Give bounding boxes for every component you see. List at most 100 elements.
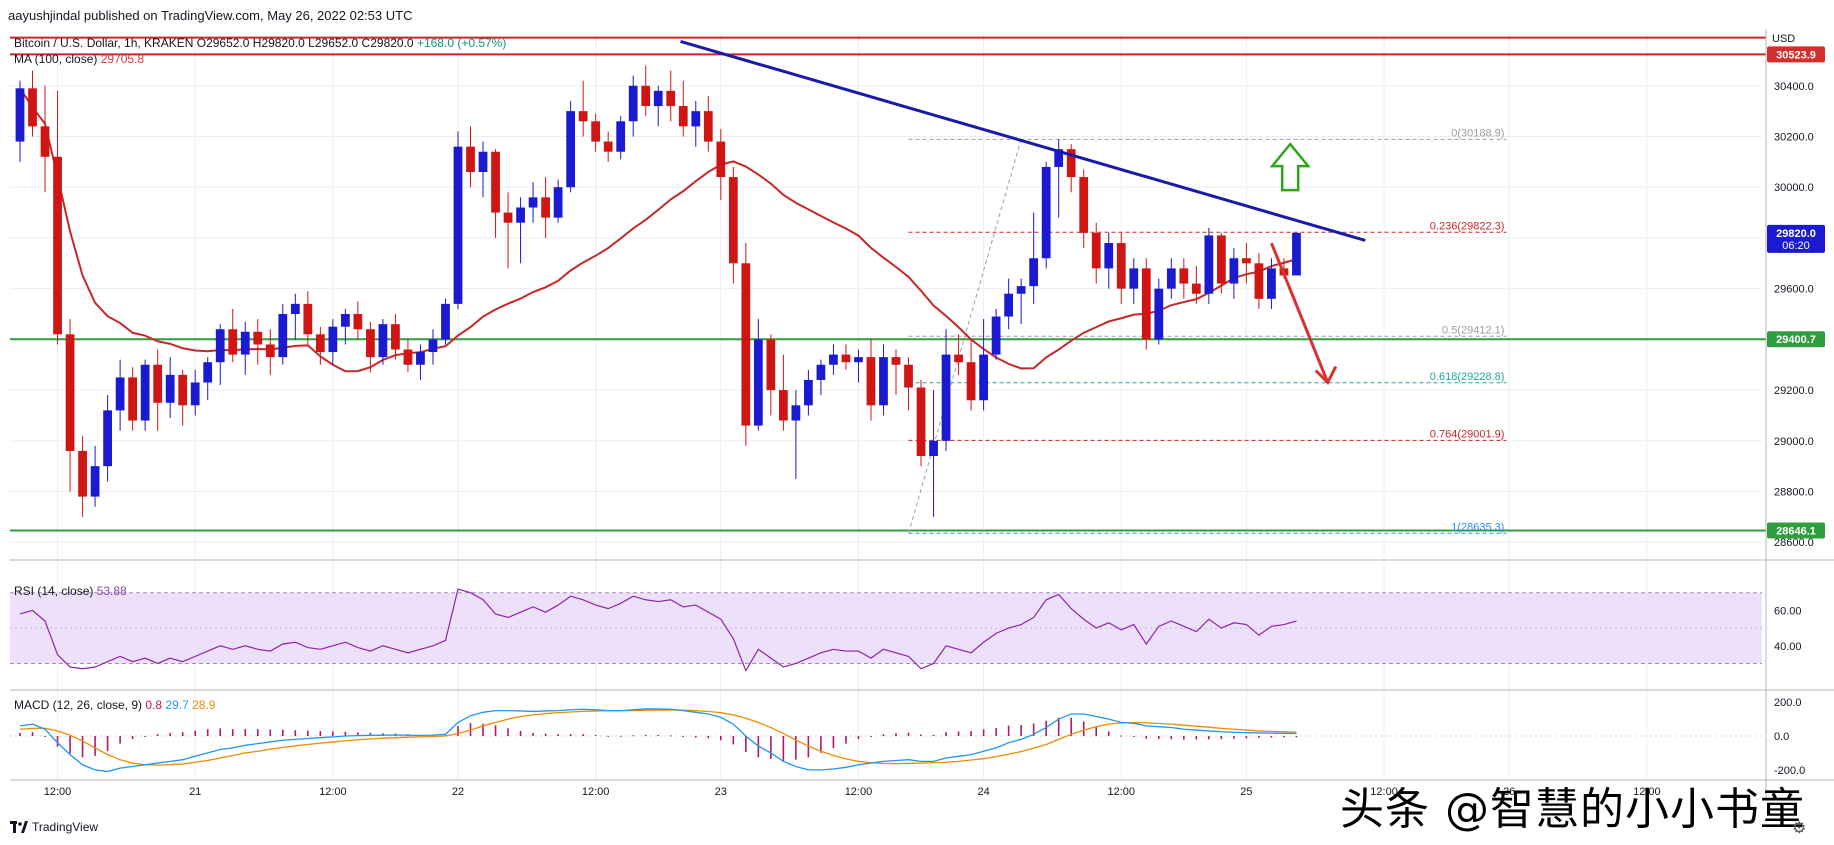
macd-hist-bar: [1270, 736, 1273, 738]
macd-hist-bar: [231, 729, 234, 736]
candle-body: [503, 212, 513, 223]
candle-body: [954, 354, 963, 363]
macd-hist-bar: [31, 732, 34, 736]
x-tick-label: 12:00: [1633, 786, 1661, 798]
rsi-plot: [19, 588, 1297, 672]
macd-hist-bar: [1057, 717, 1060, 736]
y-tick-label: 30400.0: [1774, 81, 1814, 93]
candle-body: [728, 177, 738, 264]
change-value: +168.0 (+0.57%): [416, 36, 507, 50]
candle-body: [766, 339, 776, 391]
macd-hist-bar: [907, 732, 910, 736]
main-legend: Bitcoin / U.S. Dollar, 1h, KRAKEN O29652…: [14, 35, 506, 51]
ma-legend: MA (100, close) 29705.8: [14, 52, 144, 66]
candle-body: [1166, 268, 1176, 289]
macd-hist-bar: [895, 733, 897, 736]
macd-hist-bar: [619, 735, 622, 737]
candle-body: [290, 303, 300, 315]
fib-label: 1(28635.3): [1451, 521, 1504, 533]
horizontal-levels[interactable]: [10, 36, 1766, 532]
trendline[interactable]: [680, 39, 1366, 242]
macd-hist-bar: [144, 736, 146, 737]
candle-body: [178, 374, 188, 406]
candle-body: [1292, 232, 1301, 276]
macd-hist-bar: [1183, 736, 1185, 740]
candle-body: [491, 151, 500, 213]
x-tick-label: 24: [977, 786, 989, 798]
fib-label: 0.5(29412.1): [1442, 324, 1504, 336]
candle-body: [1091, 232, 1101, 269]
macd-hist-bar: [194, 730, 196, 736]
ma-value: 29705.8: [100, 52, 145, 66]
candle-body: [541, 197, 550, 218]
macd-hist-bar: [682, 736, 685, 737]
macd-hist-bar: [44, 736, 46, 737]
macd-hist-bar: [344, 731, 347, 736]
macd-hist-bar: [795, 736, 797, 760]
candle-body: [228, 329, 238, 355]
fibonacci-levels[interactable]: 0(30188.9) 0.236(29822.3) 0.5(29412.1) 0.61…: [908, 127, 1507, 534]
macd-line: [19, 708, 1297, 773]
annotation-arrows[interactable]: [1269, 142, 1338, 386]
fib-label: 0.618(29228.8): [1430, 371, 1505, 383]
candle-body: [1254, 263, 1264, 299]
candle-body: [366, 329, 375, 358]
macd-hist-bar: [1233, 736, 1235, 739]
macd-hist-bar: [745, 736, 747, 752]
macd-hist-bar: [244, 729, 247, 736]
candle-body: [78, 450, 87, 497]
candle-body: [90, 466, 100, 497]
price-badge-label: 29820.0: [1776, 228, 1816, 240]
macd-hist-bar: [632, 735, 634, 737]
macd-hist-bar: [857, 736, 860, 740]
macd-hist-bar: [269, 729, 272, 736]
candle-body: [1191, 283, 1201, 294]
candle-body: [653, 90, 663, 107]
candle-body: [53, 156, 62, 335]
candle-body: [929, 440, 938, 457]
y-tick-label: 29200.0: [1774, 385, 1814, 397]
candle-body: [904, 364, 913, 388]
macd-hist-bar: [1170, 736, 1173, 740]
candle-body: [1154, 288, 1164, 340]
candle-body: [804, 379, 813, 406]
candle-body: [854, 357, 863, 363]
macd-hist-bar: [1120, 735, 1123, 737]
x-tick-label: 12:00: [1107, 786, 1135, 798]
macd-hist-bar: [219, 728, 222, 736]
arrow-down-icon: [1314, 365, 1338, 386]
macd-hist-bar: [1245, 736, 1248, 739]
gear-icon[interactable]: ⚙: [1792, 820, 1807, 837]
macd-hist-bar: [1195, 736, 1198, 740]
macd-hist-bar: [457, 726, 459, 736]
macd-hist-bar: [920, 734, 922, 736]
macd-hist-bar: [644, 734, 647, 736]
candle-body: [65, 334, 75, 451]
candle-body: [428, 339, 438, 353]
tradingview-logo-icon: [10, 821, 28, 833]
macd-hist-bar: [1007, 725, 1010, 736]
candle-body: [941, 354, 951, 441]
macd-hist-bar: [119, 736, 121, 744]
candle-body: [816, 364, 826, 380]
macd-value: 29.7: [165, 698, 189, 712]
price-badge-label: 28646.1: [1776, 526, 1816, 538]
candle-body: [1116, 243, 1126, 289]
candle-body: [591, 121, 601, 142]
macd-hist-bar: [1220, 736, 1223, 740]
rsi-legend: RSI (14, close) 53.88: [14, 584, 127, 598]
macd-hist-bar: [1258, 736, 1260, 738]
macd-hist-bar: [1045, 720, 1047, 736]
macd-hist-bar: [131, 736, 134, 740]
rsi-label: RSI (14, close): [14, 584, 94, 598]
tradingview-brand[interactable]: TradingView: [10, 820, 98, 834]
price-badge-bg: [1767, 331, 1825, 348]
macd-hist-bar: [1158, 736, 1160, 739]
brand-label: TradingView: [32, 820, 99, 834]
x-tick-label: 12:00: [845, 786, 873, 798]
candle-body: [528, 197, 538, 208]
macd-hist-bar: [995, 728, 997, 736]
candle-body: [753, 339, 763, 426]
candle-body: [265, 344, 275, 358]
